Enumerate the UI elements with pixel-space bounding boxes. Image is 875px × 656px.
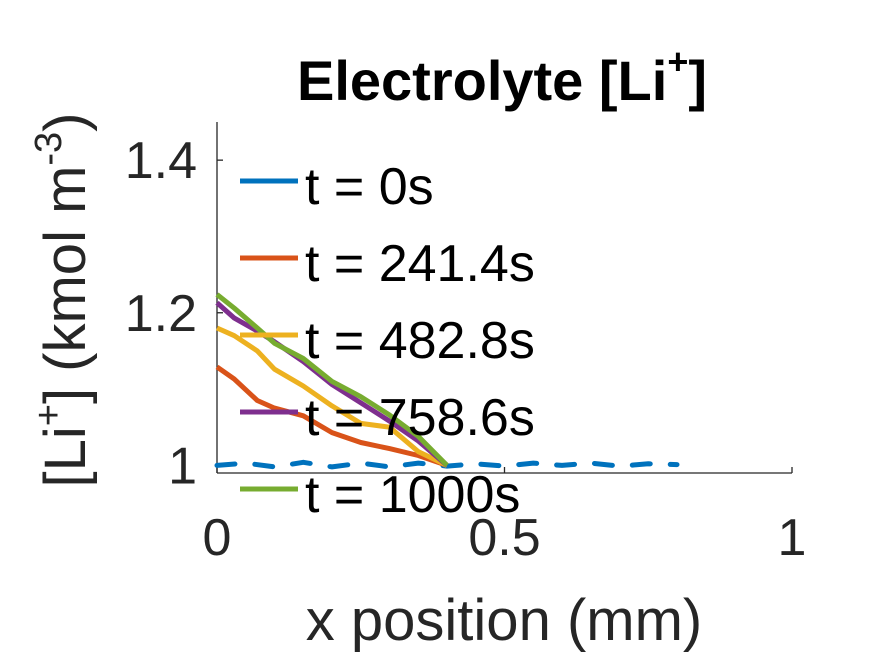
- x-tick-label-0: 0: [203, 509, 232, 567]
- series-line-4: [215, 292, 449, 468]
- x-axis-label: x position (mm): [306, 588, 702, 653]
- chart-title-main: Electrolyte [Li: [297, 49, 667, 112]
- legend-label-2: t = 482.8s: [305, 312, 535, 370]
- x-tick-label-1: 0.5: [468, 509, 540, 567]
- y-tick-label-0: 1: [168, 437, 197, 495]
- y-axis-label-superscript-2: -3: [28, 132, 70, 166]
- legend: t = 0s t = 241.4s t = 482.8s t = 758.6s t = …: [240, 158, 535, 524]
- legend-label-4: t = 1000s: [305, 466, 520, 524]
- y-tick-label-1: 1.2: [125, 285, 197, 343]
- series-line-0: [214, 459, 680, 470]
- y-axis-label-part-2: ] (kmol m: [33, 166, 98, 404]
- chart-title-suffix: ]: [688, 49, 707, 112]
- series-group: [214, 292, 680, 470]
- y-axis-label-part-1: [Li: [33, 426, 98, 487]
- chart-title: Electrolyte [Li+]: [297, 41, 707, 112]
- y-axis-label-superscript-1: +: [28, 404, 70, 426]
- y-tick-label-2: 1.4: [125, 132, 197, 190]
- legend-label-1: t = 241.4s: [305, 235, 535, 293]
- legend-label-0: t = 0s: [305, 158, 434, 216]
- legend-label-3: t = 758.6s: [305, 389, 535, 447]
- series-line-1: [215, 364, 448, 468]
- x-tick-label-2: 1: [778, 509, 807, 567]
- y-axis-label-part-3: ): [33, 112, 98, 131]
- y-axis-label: [Li+] (kmol m-3): [28, 112, 98, 487]
- chart-title-superscript: +: [667, 41, 688, 82]
- tick-labels: 0 0.5 1 1 1.2 1.4: [125, 132, 807, 567]
- series-line-2: [215, 325, 449, 468]
